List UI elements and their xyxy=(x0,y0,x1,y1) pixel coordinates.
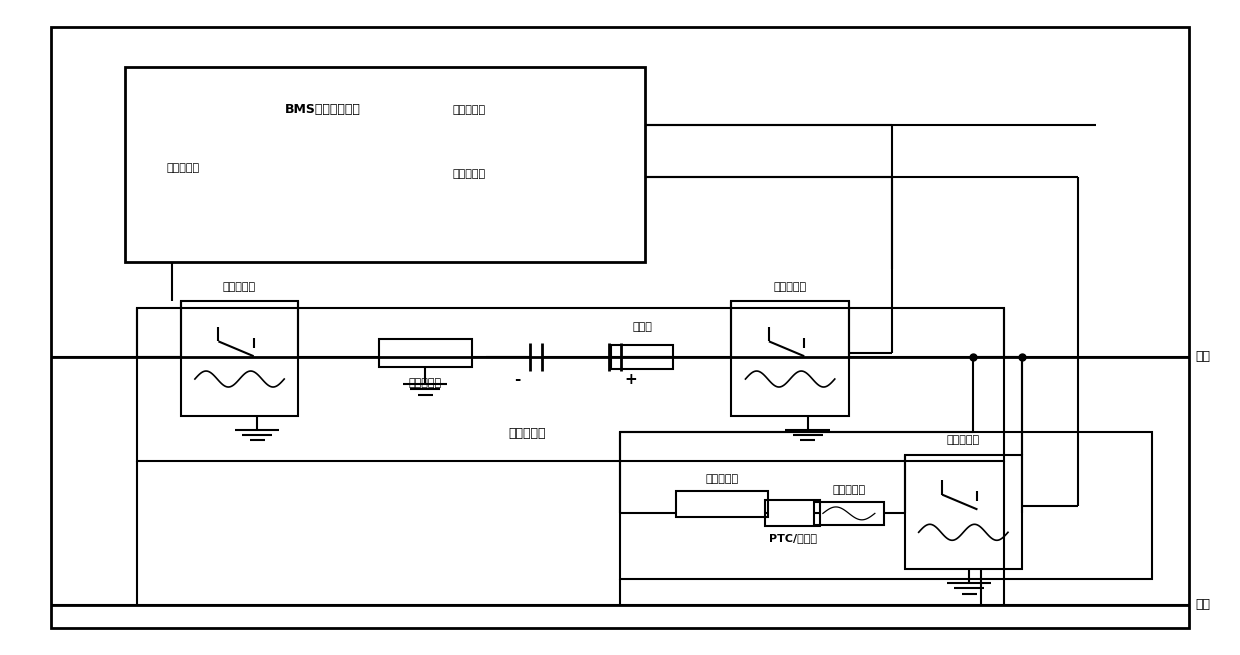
Text: 总负继电器: 总负继电器 xyxy=(223,282,257,292)
Text: 正极: 正极 xyxy=(1195,350,1210,364)
Text: BMS电池管理系统: BMS电池管理系统 xyxy=(285,103,361,116)
Bar xyxy=(181,301,299,415)
Text: 熔断器: 熔断器 xyxy=(632,322,652,333)
Bar xyxy=(611,345,673,369)
Text: 负极: 负极 xyxy=(1195,598,1210,611)
Text: 加热继电器: 加热继电器 xyxy=(947,436,980,445)
Text: -: - xyxy=(515,372,521,387)
Bar xyxy=(904,455,1022,569)
Text: 电流传感器: 电流传感器 xyxy=(706,474,739,484)
Text: 电池包总成: 电池包总成 xyxy=(508,427,546,440)
Text: +: + xyxy=(625,372,637,387)
Text: 加热熔断器: 加热熔断器 xyxy=(832,485,866,495)
Text: 充电继电器: 充电继电器 xyxy=(774,282,807,292)
Text: 加热继电器: 加热继电器 xyxy=(453,169,486,179)
Bar xyxy=(125,67,645,262)
Bar xyxy=(765,500,821,527)
Text: 电流传感器: 电流传感器 xyxy=(408,378,441,388)
Text: PTC/加热膜: PTC/加热膜 xyxy=(769,533,817,543)
Bar xyxy=(732,301,849,415)
Bar xyxy=(378,339,471,367)
Bar xyxy=(676,491,769,517)
Text: 总负继电器: 总负继电器 xyxy=(166,163,200,174)
Bar xyxy=(620,432,1152,578)
Bar xyxy=(138,308,1003,461)
Text: 充电继电器: 充电继电器 xyxy=(453,105,486,115)
Bar xyxy=(815,502,884,525)
